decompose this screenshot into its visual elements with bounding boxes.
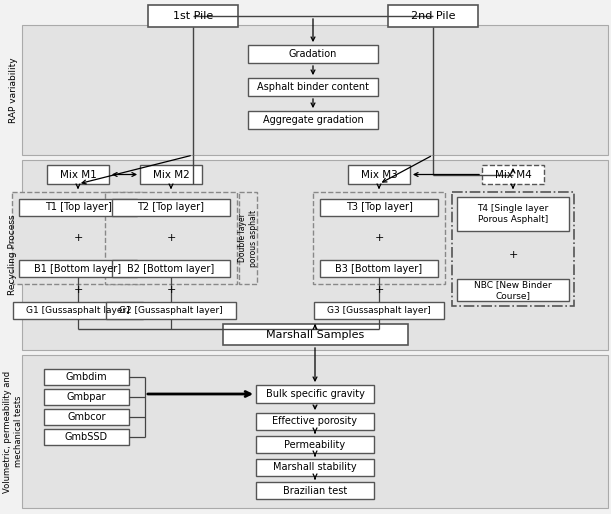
Text: T3 [Top layer]: T3 [Top layer] xyxy=(346,203,412,212)
Bar xyxy=(457,279,569,301)
Bar xyxy=(140,165,202,184)
Text: Double layer
porous asphalt: Double layer porous asphalt xyxy=(238,209,258,267)
Text: Mix M4: Mix M4 xyxy=(495,170,532,179)
Text: Mix M3: Mix M3 xyxy=(360,170,397,179)
Text: Gmbcor: Gmbcor xyxy=(67,412,106,422)
Text: B1 [Bottom layer]: B1 [Bottom layer] xyxy=(34,264,122,273)
Bar xyxy=(106,302,236,319)
Bar xyxy=(22,25,608,155)
Bar xyxy=(256,436,374,453)
Text: B3 [Bottom layer]: B3 [Bottom layer] xyxy=(335,264,423,273)
Text: +: + xyxy=(508,250,518,260)
Text: Gmbpar: Gmbpar xyxy=(67,392,106,402)
Bar xyxy=(19,260,137,277)
Text: Brazilian test: Brazilian test xyxy=(283,486,347,495)
Text: Effective porosity: Effective porosity xyxy=(273,416,357,427)
Bar xyxy=(248,78,378,96)
Text: GmbSSD: GmbSSD xyxy=(65,432,108,442)
Bar xyxy=(256,413,374,430)
Text: G2 [Gussasphalt layer]: G2 [Gussasphalt layer] xyxy=(119,306,223,315)
Text: Volumetric, permeability and
mechanical tests: Volumetric, permeability and mechanical … xyxy=(3,371,23,492)
Text: Permeability: Permeability xyxy=(285,439,346,450)
Bar xyxy=(222,324,408,345)
Text: +: + xyxy=(166,233,176,243)
Bar xyxy=(112,260,230,277)
Bar xyxy=(13,302,143,319)
Bar xyxy=(320,199,438,216)
Bar xyxy=(256,459,374,476)
Bar xyxy=(47,165,109,184)
Bar xyxy=(112,199,230,216)
Bar xyxy=(313,192,445,284)
Bar xyxy=(105,192,237,284)
Bar xyxy=(482,165,544,184)
Bar xyxy=(44,409,129,425)
Bar xyxy=(148,5,238,27)
Bar xyxy=(388,5,478,27)
Bar xyxy=(348,165,410,184)
Text: Bulk specific gravity: Bulk specific gravity xyxy=(266,389,364,399)
Text: Asphalt binder content: Asphalt binder content xyxy=(257,82,369,92)
Bar xyxy=(457,197,569,231)
Bar xyxy=(44,369,129,385)
Text: Mix M2: Mix M2 xyxy=(153,170,189,179)
Bar xyxy=(248,111,378,129)
Bar xyxy=(19,199,137,216)
Bar xyxy=(22,355,608,508)
Text: Aggregate gradation: Aggregate gradation xyxy=(263,115,364,125)
Text: +: + xyxy=(166,285,176,295)
Text: +: + xyxy=(375,285,384,295)
Text: NBC [New Binder
Course]: NBC [New Binder Course] xyxy=(474,280,552,300)
Bar xyxy=(12,192,144,284)
Text: 2nd Pile: 2nd Pile xyxy=(411,11,455,21)
Text: +: + xyxy=(73,233,82,243)
Bar xyxy=(256,482,374,499)
Bar xyxy=(256,385,374,403)
Text: G3 [Gussasphalt layer]: G3 [Gussasphalt layer] xyxy=(327,306,431,315)
Bar xyxy=(44,389,129,405)
Text: T1 [Top layer]: T1 [Top layer] xyxy=(45,203,111,212)
Text: Marshall Samples: Marshall Samples xyxy=(266,329,364,340)
Text: Gmbdim: Gmbdim xyxy=(66,372,108,382)
Text: G1 [Gussasphalt layer]: G1 [Gussasphalt layer] xyxy=(26,306,130,315)
Text: 1st Pile: 1st Pile xyxy=(173,11,213,21)
Bar xyxy=(22,160,608,350)
Text: B2 [Bottom layer]: B2 [Bottom layer] xyxy=(127,264,214,273)
Text: T4 [Single layer
Porous Asphalt]: T4 [Single layer Porous Asphalt] xyxy=(477,204,549,224)
Bar xyxy=(314,302,444,319)
Bar xyxy=(239,192,257,284)
Text: Mix M1: Mix M1 xyxy=(60,170,97,179)
Bar xyxy=(44,429,129,445)
Text: +: + xyxy=(73,285,82,295)
Text: T2 [Top layer]: T2 [Top layer] xyxy=(137,203,205,212)
Bar xyxy=(320,260,438,277)
Text: +: + xyxy=(375,233,384,243)
Text: Marshall stability: Marshall stability xyxy=(273,463,357,472)
Bar xyxy=(452,192,574,306)
Text: RAP variability: RAP variability xyxy=(9,57,18,123)
Bar xyxy=(248,45,378,63)
Text: Recycling Process: Recycling Process xyxy=(9,215,18,296)
Text: Gradation: Gradation xyxy=(289,49,337,59)
